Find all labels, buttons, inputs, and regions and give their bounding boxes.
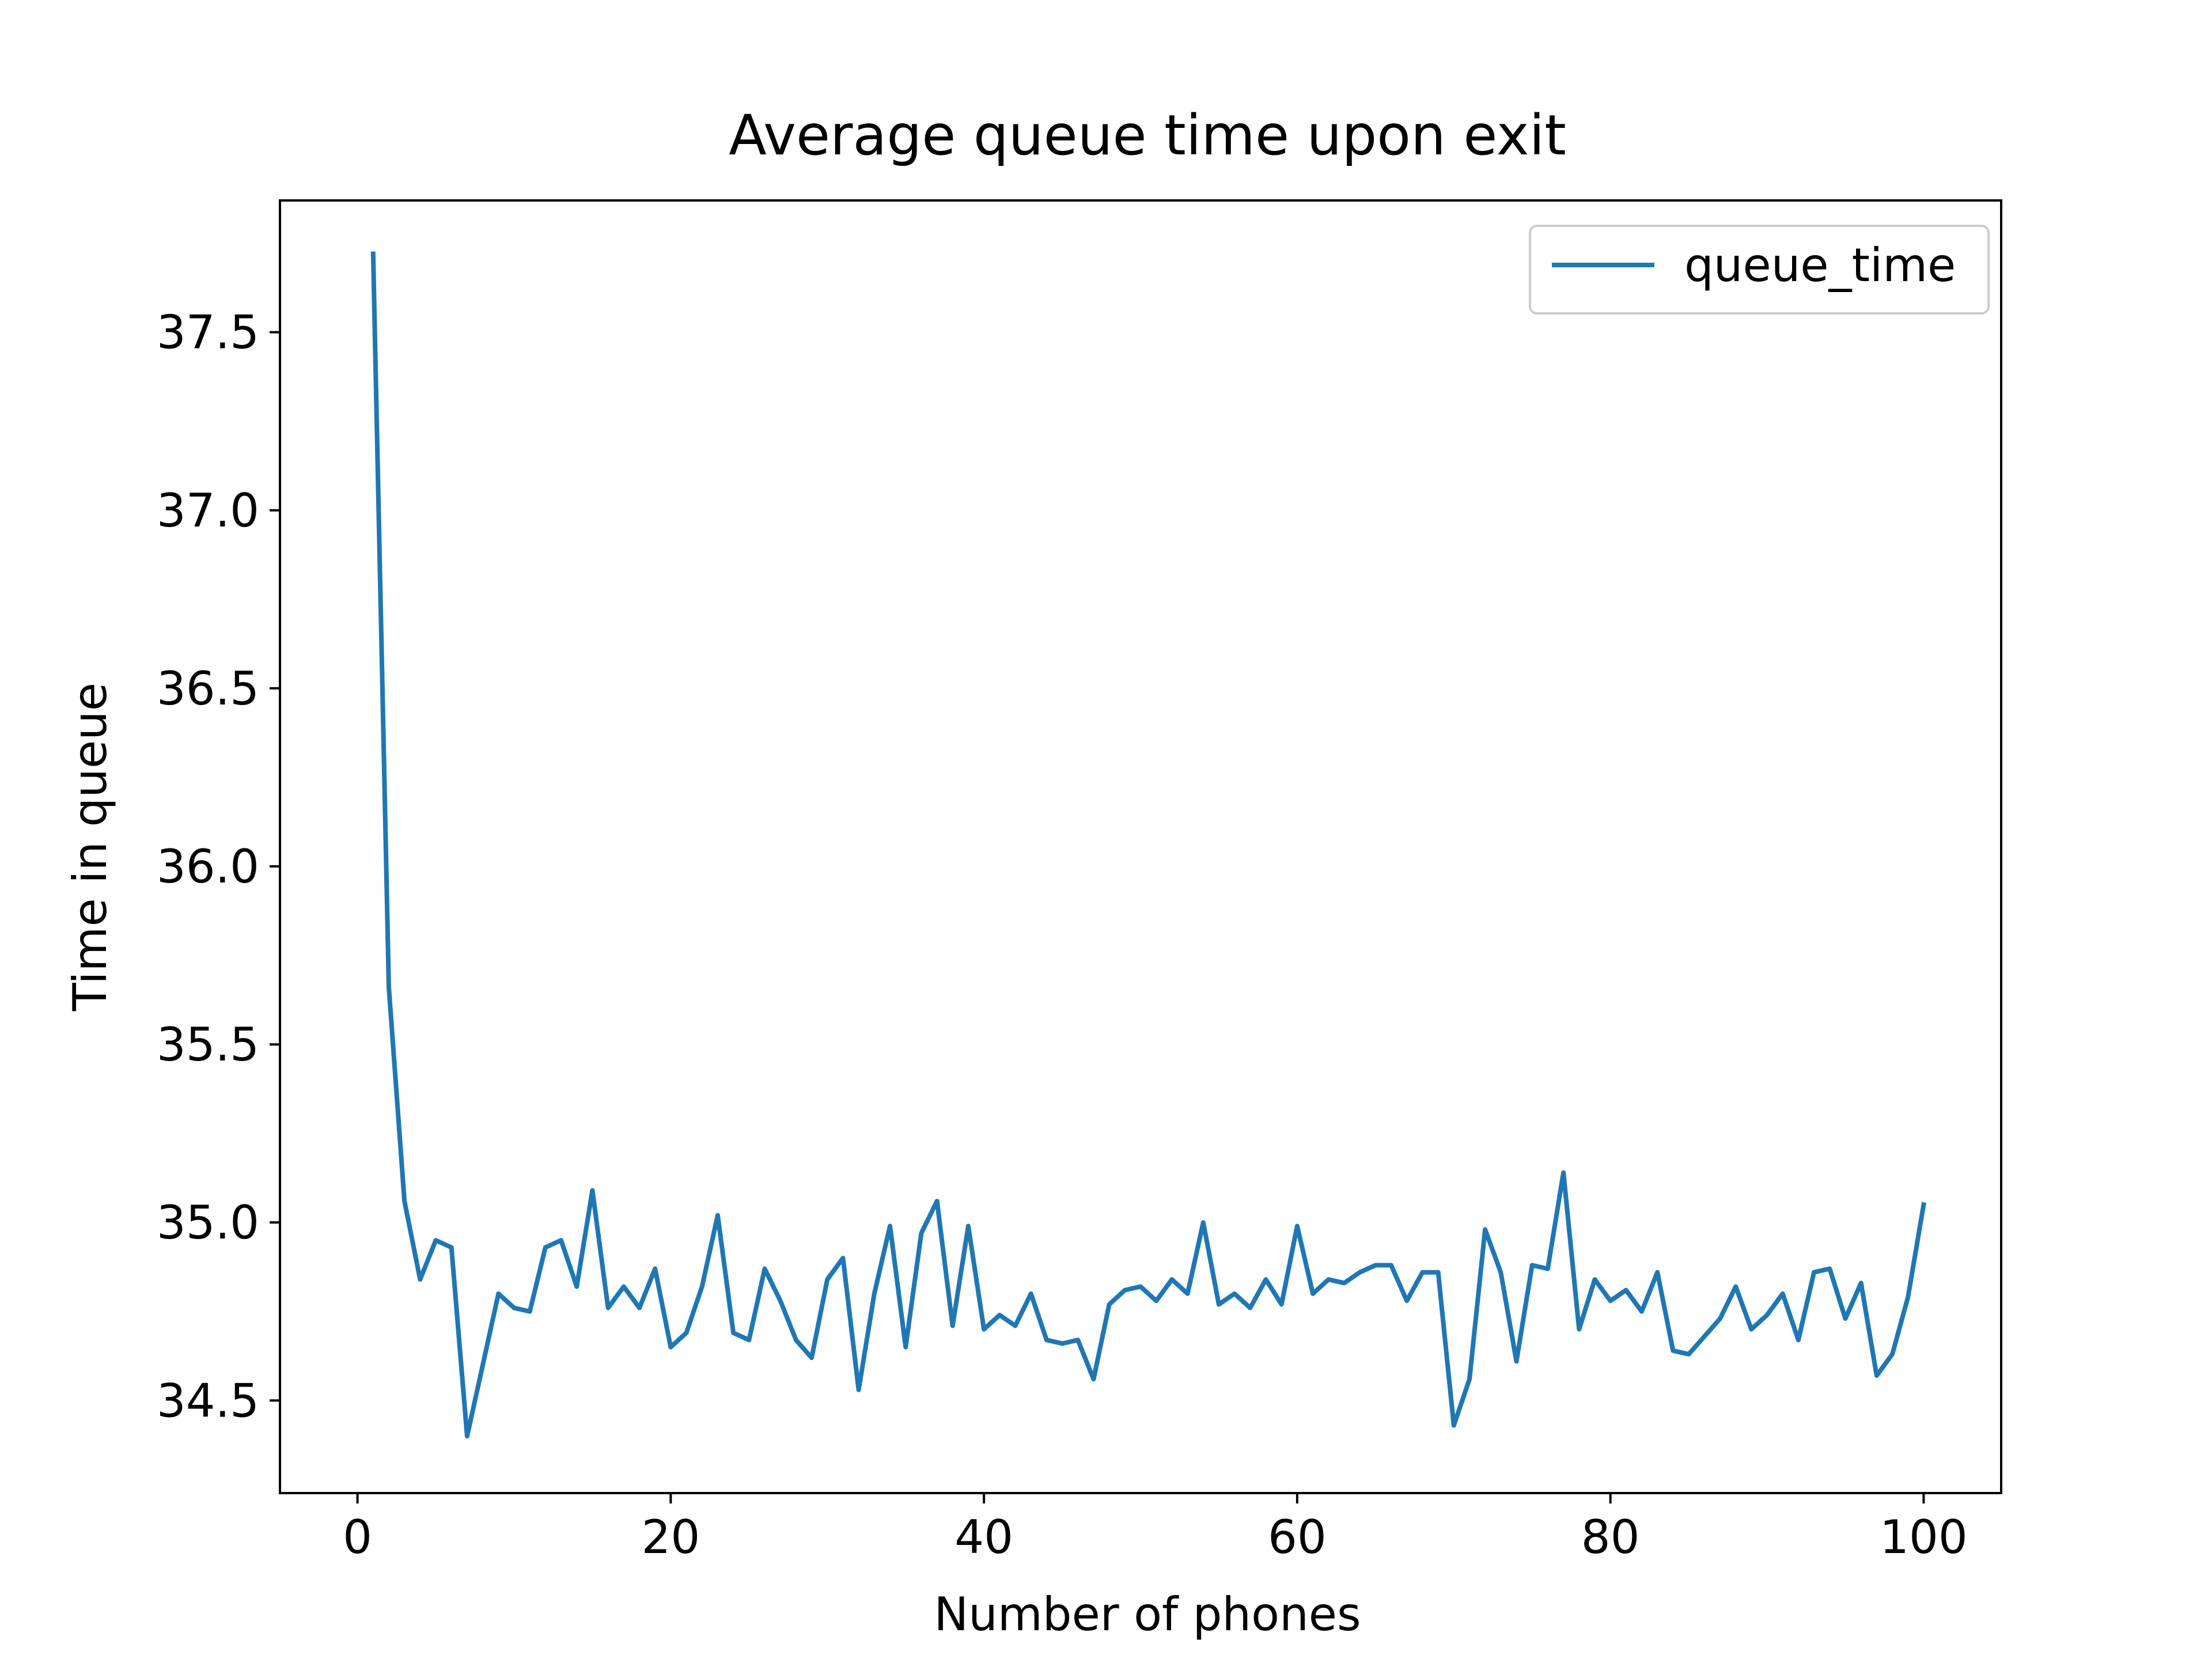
y-axis: 34.5 35.0 35.5 36.0 36.5 37.0 37.5 — [157, 306, 280, 1427]
y-tick-label: 36.5 — [157, 662, 259, 715]
plot-frame — [279, 199, 2002, 1494]
legend: queue_time — [1529, 225, 1990, 315]
series-line-queue-time — [370, 251, 1927, 1439]
x-tick-label: 40 — [955, 1510, 1013, 1564]
y-tick-label: 36.0 — [157, 840, 259, 893]
legend-label: queue_time — [1684, 238, 1956, 292]
x-tick-label: 80 — [1581, 1510, 1640, 1564]
y-axis-label: Time in queue — [63, 683, 117, 1012]
plot-area: 0 20 40 60 80 100 34.5 35.0 35.5 36.0 36.5 37.0 37.… — [157, 199, 2002, 1564]
y-tick-label: 35.5 — [157, 1018, 259, 1071]
y-tick-label: 35.0 — [157, 1196, 259, 1249]
series-layer — [370, 251, 1927, 1439]
x-axis: 0 20 40 60 80 100 — [343, 1493, 1968, 1564]
x-tick-label: 100 — [1880, 1510, 1968, 1564]
chart-title: Average queue time upon exit — [729, 103, 1566, 168]
y-tick-label: 37.0 — [157, 484, 259, 537]
legend-box — [1529, 225, 1990, 315]
x-tick-label: 20 — [641, 1510, 700, 1564]
y-tick-label: 37.5 — [157, 306, 259, 359]
x-tick-label: 0 — [343, 1510, 372, 1564]
y-tick-label: 34.5 — [157, 1374, 259, 1427]
x-axis-label: Number of phones — [934, 1588, 1361, 1641]
x-tick-label: 60 — [1268, 1510, 1327, 1564]
plot-background — [280, 200, 2001, 1493]
